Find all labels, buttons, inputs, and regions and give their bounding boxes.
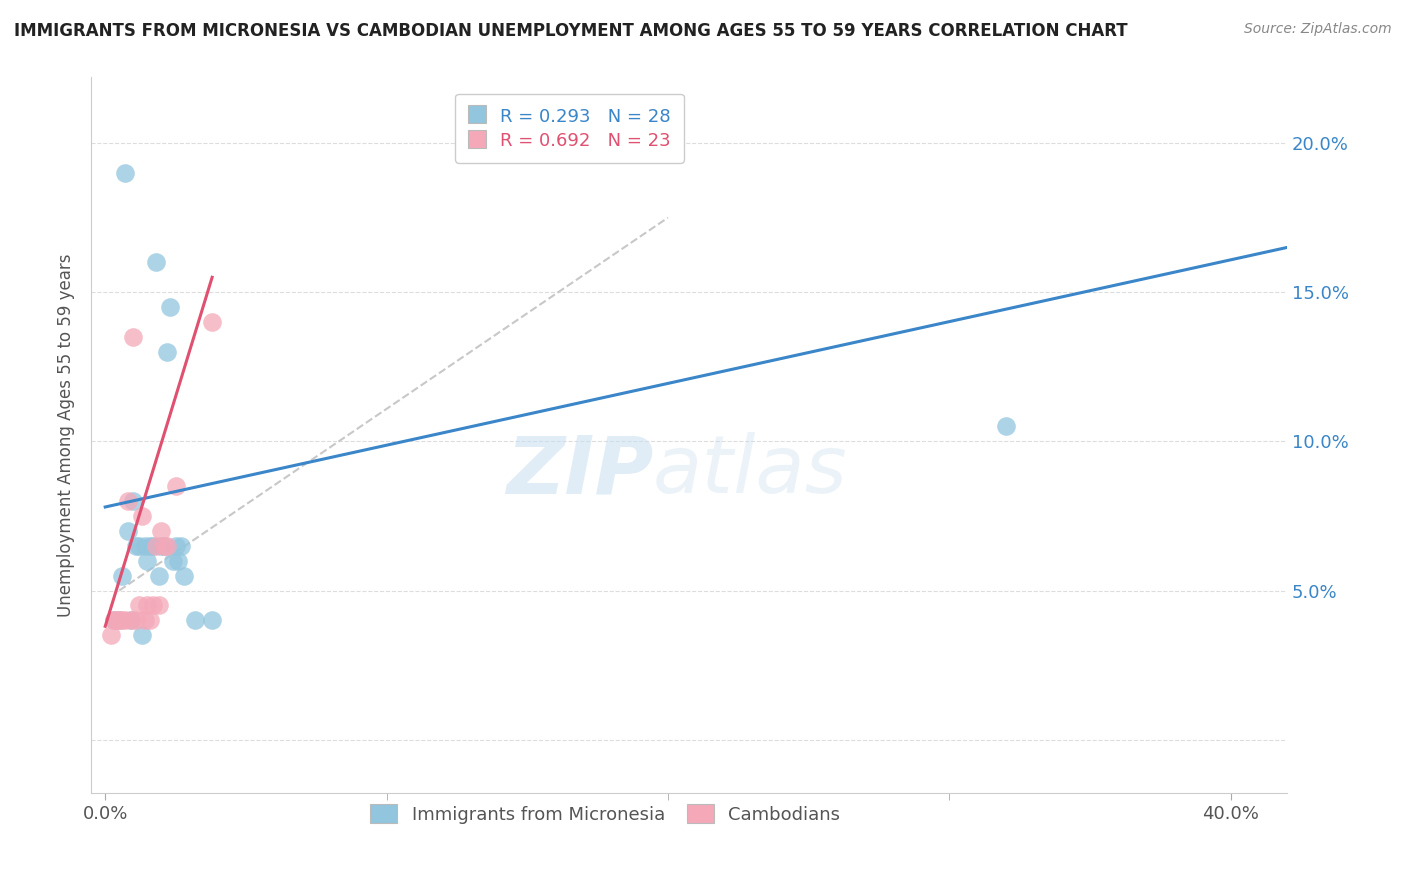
Point [136, 554, 159, 568]
Point [165, 539, 187, 553]
Point [145, 255, 167, 269]
Point [125, 539, 148, 553]
Point [100, 628, 122, 642]
Point [142, 539, 165, 553]
Point [122, 494, 145, 508]
Point [134, 539, 156, 553]
Point [108, 613, 131, 627]
Point [111, 613, 134, 627]
Point [131, 628, 153, 642]
Point [128, 599, 150, 613]
Legend: Immigrants from Micronesia, Cambodians: Immigrants from Micronesia, Cambodians [360, 793, 851, 834]
Text: IMMIGRANTS FROM MICRONESIA VS CAMBODIAN UNEMPLOYMENT AMONG AGES 55 TO 59 YEARS C: IMMIGRANTS FROM MICRONESIA VS CAMBODIAN … [14, 22, 1128, 40]
Point [145, 539, 167, 553]
Point [159, 300, 181, 314]
Point [156, 539, 179, 553]
Y-axis label: Unemployment Among Ages 55 to 59 years: Unemployment Among Ages 55 to 59 years [58, 253, 75, 617]
Point [201, 613, 224, 627]
Point [111, 568, 134, 582]
Point [105, 613, 128, 627]
Point [148, 568, 170, 582]
Point [170, 539, 193, 553]
Text: Source: ZipAtlas.com: Source: ZipAtlas.com [1244, 22, 1392, 37]
Point [162, 554, 184, 568]
Point [117, 524, 139, 538]
Point [136, 599, 159, 613]
Point [128, 539, 150, 553]
Point [153, 539, 176, 553]
Point [134, 613, 156, 627]
Point [120, 613, 142, 627]
Point [117, 494, 139, 508]
Point [139, 539, 162, 553]
Point [201, 315, 224, 329]
Text: ZIP: ZIP [506, 433, 654, 510]
Point [148, 599, 170, 613]
Point [108, 613, 131, 627]
Point [139, 613, 162, 627]
Text: atlas: atlas [654, 433, 848, 510]
Point [125, 613, 148, 627]
Point [156, 344, 179, 359]
Point [103, 613, 125, 627]
Point [103, 613, 125, 627]
Point [167, 554, 190, 568]
Point [114, 613, 136, 627]
Point [142, 599, 165, 613]
Point [173, 568, 195, 582]
Point [165, 479, 187, 493]
Point [150, 539, 173, 553]
Point [184, 613, 207, 627]
Point [120, 613, 142, 627]
Point [150, 524, 173, 538]
Point [994, 419, 1017, 434]
Point [122, 330, 145, 344]
Point [153, 539, 176, 553]
Point [131, 508, 153, 523]
Point [114, 166, 136, 180]
